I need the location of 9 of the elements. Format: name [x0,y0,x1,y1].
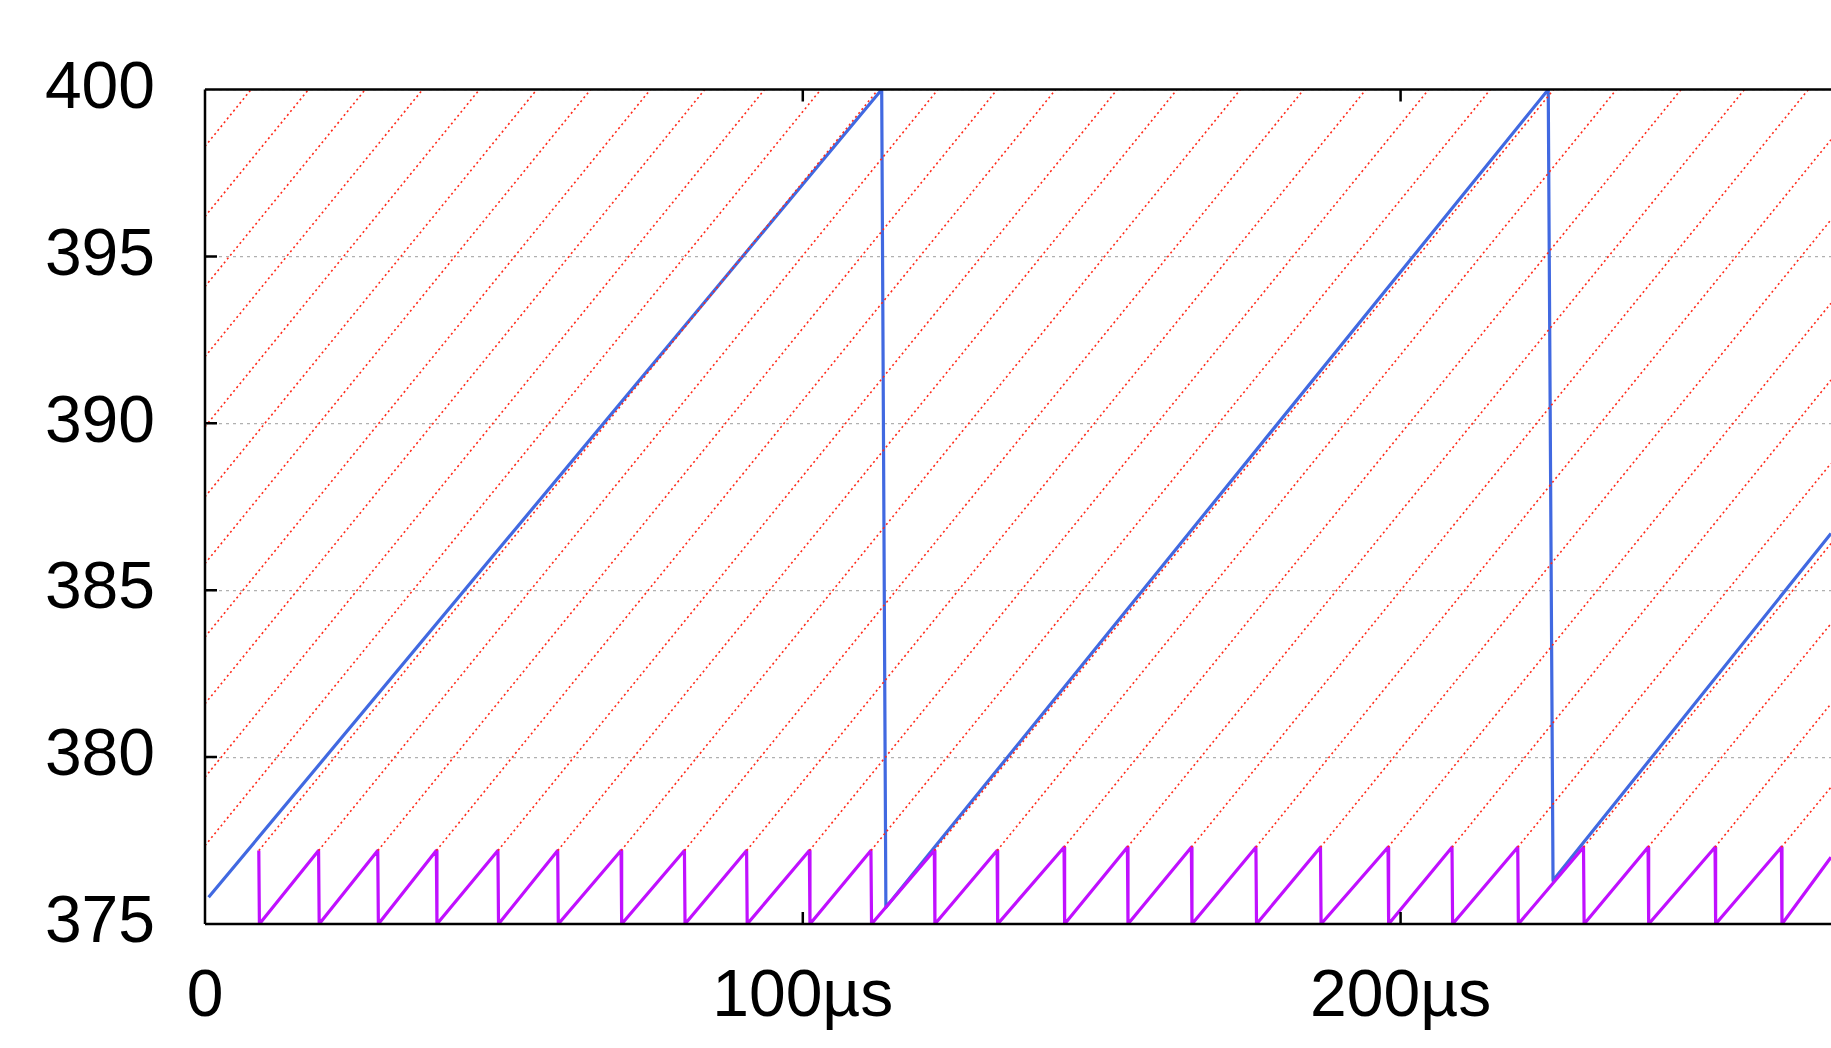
y-tick-label: 385 [44,548,155,623]
y-tick-label: 375 [44,882,155,957]
x-tick-label: 200µs [1310,955,1492,1030]
x-tick-label: 100µs [712,955,894,1030]
y-tick-label: 395 [44,214,155,289]
y-tick-label: 380 [44,715,155,790]
y-tick-label: 400 [44,47,155,122]
y-tick-label: 390 [44,381,155,456]
x-tick-label: 0 [186,955,224,1030]
